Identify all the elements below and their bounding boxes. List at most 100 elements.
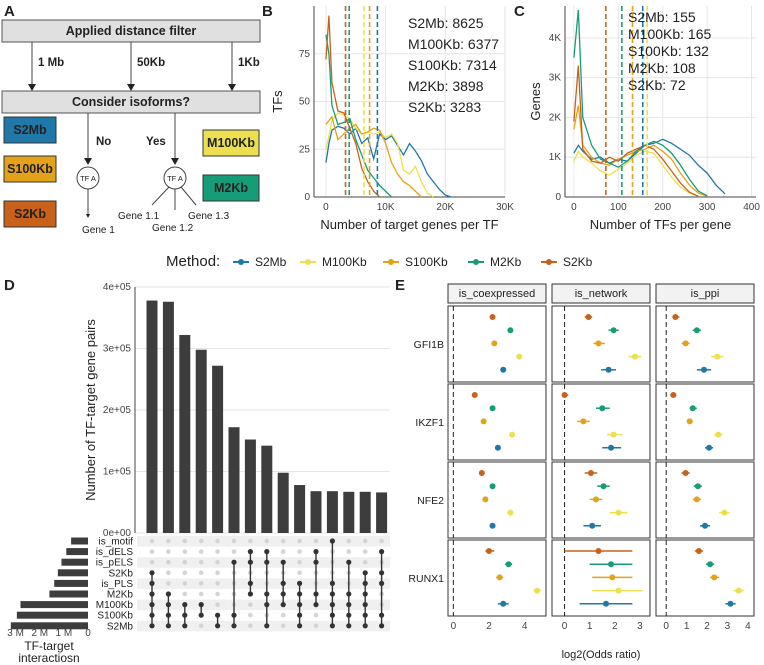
panel-label-a: A bbox=[4, 3, 15, 20]
matrix-dot-filled bbox=[313, 602, 319, 608]
stat-annotation: M2Kb: 3898 bbox=[408, 78, 484, 94]
matrix-dot-filled bbox=[313, 549, 319, 555]
point-estimate-S2Mb bbox=[608, 444, 615, 451]
point-estimate-S2Kb bbox=[489, 314, 496, 320]
method-box-label: M2Kb bbox=[214, 181, 248, 195]
matrix-dot-empty bbox=[297, 538, 302, 544]
panel-label-d: D bbox=[4, 277, 15, 294]
gene-label: Gene 1.3 bbox=[188, 211, 230, 222]
matrix-dot-filled bbox=[182, 612, 188, 618]
upset-bar bbox=[376, 492, 388, 533]
matrix-dot-filled bbox=[329, 612, 335, 618]
point-estimate-S2Mb bbox=[500, 366, 507, 373]
stat-annotation: M100Kb: 165 bbox=[628, 26, 711, 42]
facet-panel bbox=[655, 461, 755, 539]
point-estimate-S2Kb bbox=[670, 392, 677, 398]
gene-label: Gene 1 bbox=[82, 225, 115, 236]
x-tick-label: 0 bbox=[451, 621, 457, 632]
matrix-dot-filled bbox=[198, 612, 204, 618]
facet-strip-label: is_network bbox=[575, 288, 628, 300]
matrix-dot-filled bbox=[149, 623, 155, 629]
set-size-bar bbox=[16, 611, 88, 619]
set-label: M2Kb bbox=[107, 590, 134, 601]
matrix-dot-empty bbox=[198, 591, 204, 597]
legend-key-dot bbox=[388, 259, 394, 265]
upset-bar bbox=[195, 349, 207, 533]
point-estimate-S100Kb bbox=[496, 574, 503, 581]
matrix-dot-filled bbox=[149, 570, 155, 576]
matrix-dot-empty bbox=[215, 549, 220, 554]
matrix-dot-filled bbox=[264, 591, 270, 597]
panel-label-e: E bbox=[395, 277, 405, 294]
upset-bar bbox=[244, 439, 256, 533]
point-estimate-S100Kb bbox=[693, 496, 700, 503]
y-axis-title: TFs bbox=[270, 90, 285, 113]
matrix-dot-empty bbox=[215, 570, 220, 576]
matrix-dot-filled bbox=[362, 591, 368, 597]
point-estimate-S2Kb bbox=[485, 548, 492, 554]
point-estimate-M2Kb bbox=[489, 483, 496, 490]
isoform-box-label: Consider isoforms? bbox=[72, 95, 190, 109]
facet-panel bbox=[655, 305, 755, 383]
panel-label-b: B bbox=[262, 3, 273, 20]
point-estimate-S100Kb bbox=[682, 340, 689, 347]
x-axis-title: Number of target genes per TF bbox=[320, 217, 498, 232]
legend-label: S100Kb bbox=[405, 255, 448, 269]
matrix-dot-empty bbox=[264, 538, 270, 544]
matrix-dot-empty bbox=[346, 549, 352, 554]
matrix-dot-filled bbox=[264, 602, 270, 608]
matrix-dot-filled bbox=[379, 570, 385, 576]
point-estimate-S100Kb bbox=[686, 418, 693, 425]
matrix-dot-empty bbox=[280, 549, 286, 554]
matrix-dot-empty bbox=[149, 549, 155, 554]
matrix-dot-filled bbox=[362, 612, 368, 618]
y-tick-label: 0e+00 bbox=[103, 528, 132, 539]
point-estimate-S2Kb bbox=[682, 470, 689, 476]
x-tick-label: 20K bbox=[436, 202, 454, 213]
facet-strip-label: is_ppi bbox=[691, 288, 720, 300]
facet-panel bbox=[655, 383, 755, 461]
set-label: is_dELS bbox=[96, 547, 134, 558]
x-tick-label: 3 bbox=[725, 621, 731, 632]
y-axis-title: Genes bbox=[528, 82, 543, 121]
stat-annotation: S2Mb: 155 bbox=[628, 9, 696, 25]
point-estimate-M100Kb bbox=[631, 353, 638, 360]
point-estimate-S2Kb bbox=[672, 314, 679, 320]
point-estimate-S100Kb bbox=[482, 496, 489, 503]
facet-panel bbox=[447, 461, 547, 539]
point-estimate-S100Kb bbox=[580, 418, 587, 425]
matrix-dot-filled bbox=[379, 580, 385, 587]
series-line-S100Kb bbox=[573, 105, 708, 197]
matrix-row-band bbox=[137, 620, 390, 632]
matrix-dot-empty bbox=[313, 612, 319, 618]
row-label: NFE2 bbox=[417, 495, 444, 507]
point-estimate-M2Kb bbox=[693, 327, 700, 334]
edge bbox=[151, 186, 170, 206]
x-tick-label: 1 bbox=[684, 621, 690, 632]
matrix-dot-filled bbox=[165, 591, 171, 597]
set-label: S2Kb bbox=[109, 568, 134, 579]
panel-e: E is_coexpressed 0 2 4 is_network 0 1 2 3 is_ppi 0… bbox=[395, 277, 755, 661]
set-size-bar bbox=[71, 537, 88, 545]
matrix-dot-empty bbox=[215, 581, 220, 586]
arrowhead bbox=[86, 214, 90, 218]
x-tick-label: 2 bbox=[612, 621, 618, 632]
point-estimate-S2Mb bbox=[489, 522, 496, 529]
x-tick-label: 0 bbox=[571, 202, 577, 213]
matrix-dot-filled bbox=[346, 612, 352, 618]
matrix-dot-filled bbox=[264, 549, 270, 555]
matrix-dot-empty bbox=[149, 538, 155, 544]
matrix-dot-filled bbox=[247, 591, 253, 597]
point-estimate-S2Mb bbox=[500, 600, 507, 607]
x-tick-label: 0 bbox=[663, 621, 669, 632]
x-tick-label: 1 bbox=[587, 621, 593, 632]
matrix-dot-filled bbox=[149, 602, 155, 608]
point-estimate-M100Kb bbox=[714, 353, 721, 360]
panel-a: A Applied distance filter 1 Mb 50Kb 1Kb … bbox=[1, 3, 261, 236]
stat-annotation: M100Kb: 6377 bbox=[408, 36, 499, 52]
x-tick-label: 2 bbox=[486, 621, 492, 632]
x-tick-label: 2 bbox=[704, 621, 710, 632]
stat-annotation: S2Kb: 72 bbox=[628, 77, 686, 93]
x-axis-title: Number of TFs per gene bbox=[590, 217, 731, 232]
